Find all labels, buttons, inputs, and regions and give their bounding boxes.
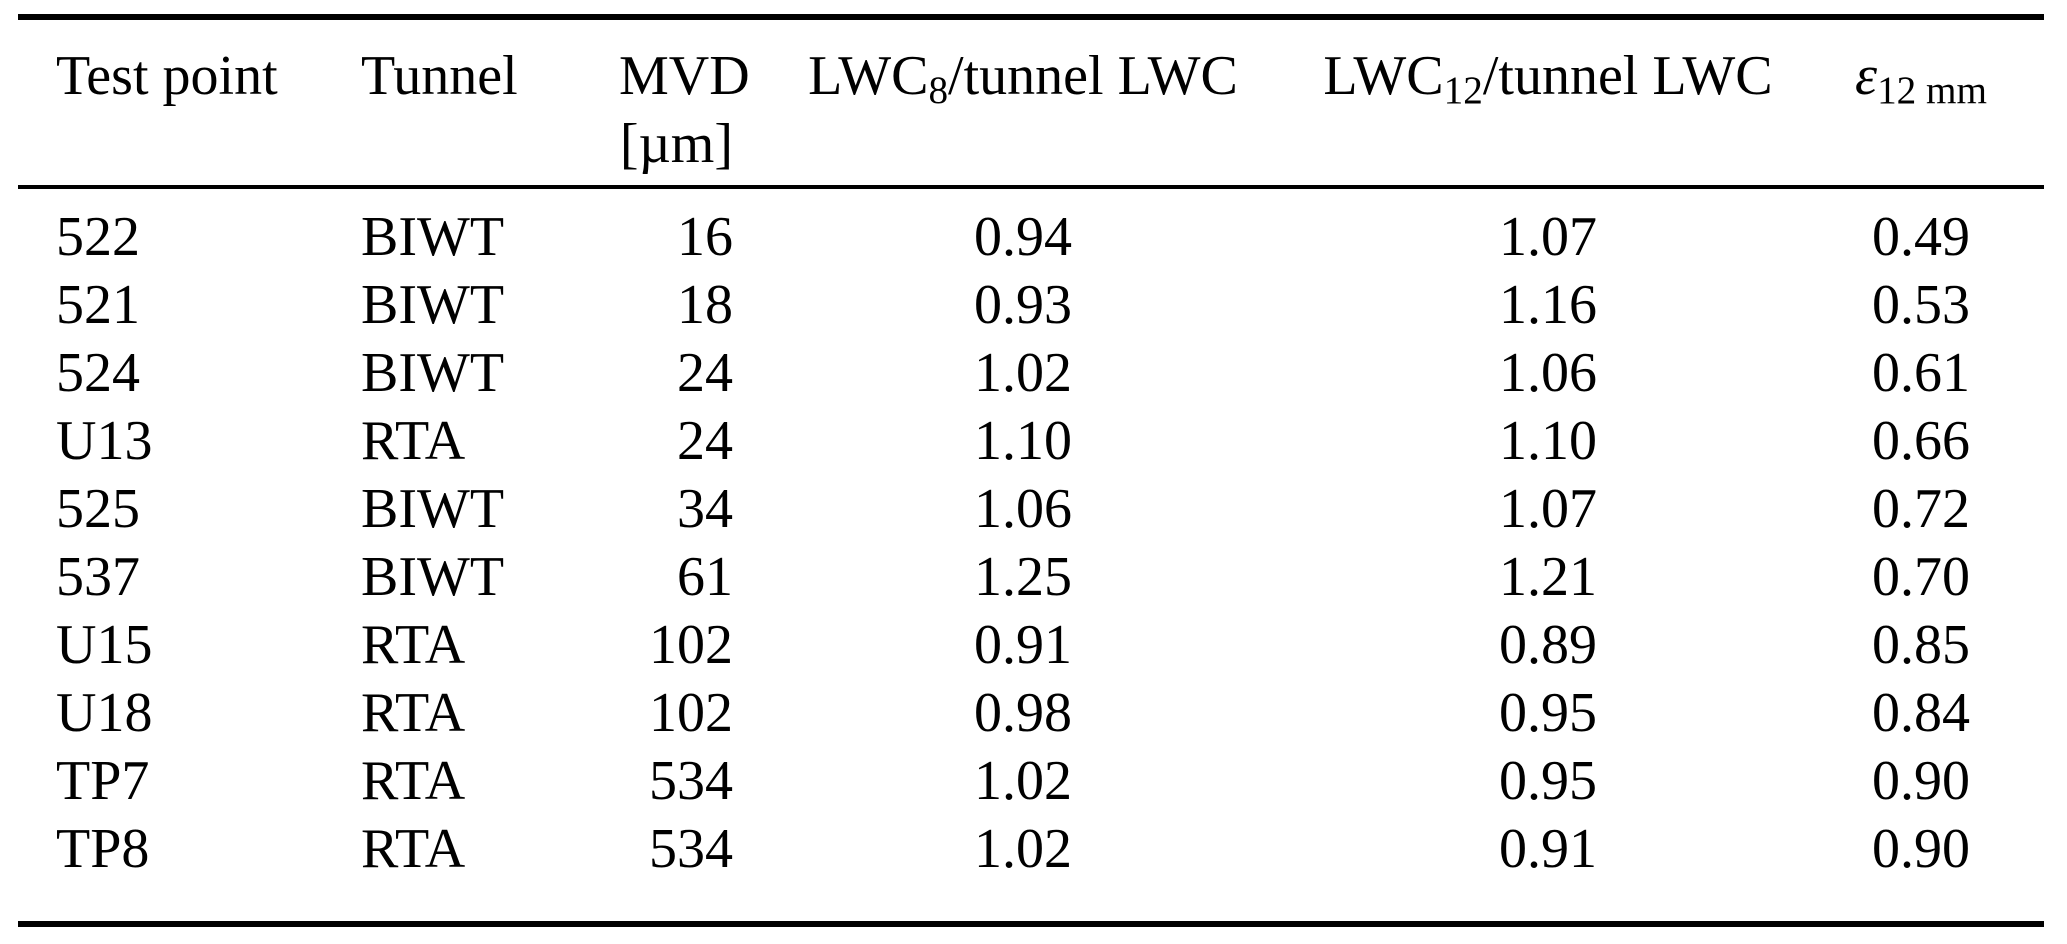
test-points-table: Test point Tunnel MVD [µm] LWC8/tunnel LWC LW… [18,20,2044,921]
table-row: 521 BIWT 18 0.93 1.16 0.53 [18,271,2044,339]
test-points-table-wrapper: Test point Tunnel MVD [µm] LWC8/tunnel LWC LW… [18,14,2044,927]
table-cell: 1.02 [974,342,1072,404]
table-row: U18 RTA 102 0.98 0.95 0.84 [18,679,2044,747]
table-cell: 61 [677,546,733,608]
table-cell: 525 [56,478,140,540]
table-cell: 0.91 [1499,818,1597,880]
table-cell: U13 [56,410,153,472]
table-row: 524 BIWT 24 1.02 1.06 0.61 [18,339,2044,407]
table-cell: 1.02 [974,750,1072,812]
column-header-label: MVD [619,45,750,107]
table-cell: 102 [649,614,733,676]
column-header-label: LWC12/tunnel LWC [1323,45,1773,112]
table-cell: U15 [56,614,153,676]
table-cell: BIWT [361,478,505,540]
table-cell: BIWT [361,274,505,336]
table-row: TP8 RTA 534 1.02 0.91 0.90 [18,815,2044,921]
table-cell: 0.84 [1872,682,1970,744]
table-cell: RTA [361,818,466,880]
table-cell: 0.95 [1499,750,1597,812]
table-cell: RTA [361,410,466,472]
table-cell: 0.91 [974,614,1072,676]
table-row: 525 BIWT 34 1.06 1.07 0.72 [18,475,2044,543]
table-cell: 0.53 [1872,274,1970,336]
table-cell: 102 [649,682,733,744]
table-cell: 0.66 [1872,410,1970,472]
table-cell: 0.85 [1872,614,1970,676]
table-cell: BIWT [361,342,505,404]
table-cell: 0.93 [974,274,1072,336]
column-header-epsilon-12mm: ε12 mm [1798,20,2044,187]
column-header-label: Test point [56,45,278,107]
table-cell: 1.25 [974,546,1072,608]
table-cell: 0.90 [1872,818,1970,880]
table-cell: 0.89 [1499,614,1597,676]
column-header-lwc8-ratio: LWC8/tunnel LWC [748,20,1298,187]
table-row: U13 RTA 24 1.10 1.10 0.66 [18,407,2044,475]
table-cell: U18 [56,682,153,744]
table-cell: 0.61 [1872,342,1970,404]
table-cell: 0.98 [974,682,1072,744]
table-row: 522 BIWT 16 0.94 1.07 0.49 [18,187,2044,271]
table-cell: 534 [649,750,733,812]
table-cell: 524 [56,342,140,404]
table-cell: 522 [56,206,140,268]
table-cell: TP7 [56,750,150,812]
table-cell: 1.06 [1499,342,1597,404]
table-cell: 1.10 [974,410,1072,472]
table-cell: 1.21 [1499,546,1597,608]
table-cell: 0.70 [1872,546,1970,608]
table-cell: 1.07 [1499,206,1597,268]
table-cell: 537 [56,546,140,608]
table-cell: 1.10 [1499,410,1597,472]
table-cell: 0.95 [1499,682,1597,744]
table-cell: BIWT [361,206,505,268]
table-row: TP7 RTA 534 1.02 0.95 0.90 [18,747,2044,815]
column-header-mvd: MVD [µm] [618,20,750,187]
table-cell: 521 [56,274,140,336]
table-cell: 34 [677,478,733,540]
table-cell: 534 [649,818,733,880]
column-header-label: Tunnel [361,45,518,107]
table-body: 522 BIWT 16 0.94 1.07 0.49 521 BIWT 18 0.93 1.16 0.… [18,187,2044,921]
column-header-tunnel: Tunnel [348,20,618,187]
table-cell: 1.06 [974,478,1072,540]
table-cell: 1.07 [1499,478,1597,540]
column-header-label: ε12 mm [1854,45,1988,112]
table-cell: RTA [361,614,466,676]
table-cell: RTA [361,750,466,812]
table-cell: BIWT [361,546,505,608]
table-cell: 1.02 [974,818,1072,880]
table-cell: 16 [677,206,733,268]
table-cell: 24 [677,410,733,472]
table-cell: 0.49 [1872,206,1970,268]
column-header-test-point: Test point [18,20,348,187]
table-cell: 1.16 [1499,274,1597,336]
column-header-lwc12-ratio: LWC12/tunnel LWC [1298,20,1798,187]
table-cell: 24 [677,342,733,404]
table-cell: 0.90 [1872,750,1970,812]
table-row: U15 RTA 102 0.91 0.89 0.85 [18,611,2044,679]
table-header: Test point Tunnel MVD [µm] LWC8/tunnel LWC LW… [18,20,2044,187]
table-row: 537 BIWT 61 1.25 1.21 0.70 [18,543,2044,611]
column-header-label: LWC8/tunnel LWC [808,45,1238,112]
table-header-row: Test point Tunnel MVD [µm] LWC8/tunnel LWC LW… [18,20,2044,187]
table-cell: 0.94 [974,206,1072,268]
column-header-unit: [µm] [619,113,733,175]
table-cell: TP8 [56,818,150,880]
table-cell: 18 [677,274,733,336]
table-cell: 0.72 [1872,478,1970,540]
table-cell: RTA [361,682,466,744]
